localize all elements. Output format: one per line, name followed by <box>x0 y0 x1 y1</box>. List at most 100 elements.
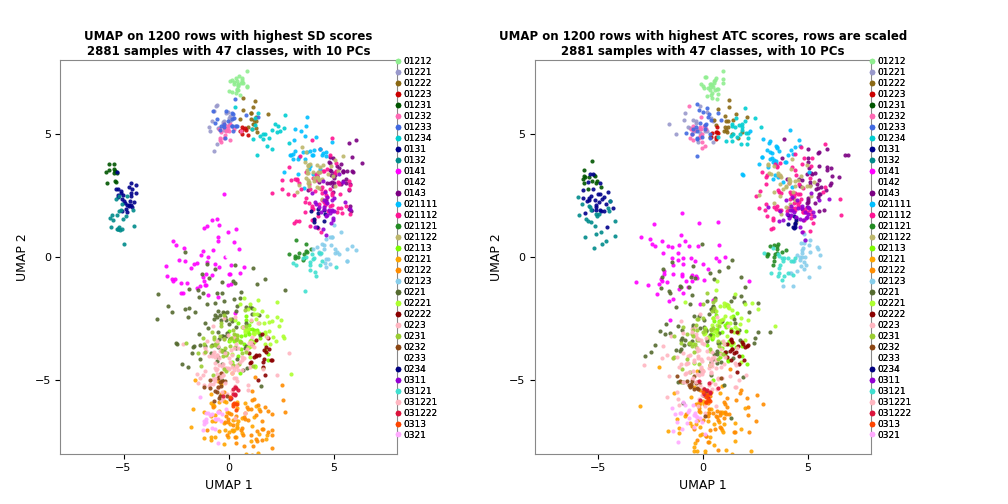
Point <box>651 280 667 288</box>
Point <box>802 181 818 189</box>
Point <box>585 170 601 178</box>
Point <box>225 114 241 122</box>
Point <box>770 217 786 225</box>
Point <box>206 315 222 323</box>
Point <box>701 409 717 417</box>
Point <box>227 261 243 269</box>
Point <box>683 130 700 138</box>
Point <box>781 175 797 183</box>
Point <box>709 347 725 355</box>
Point <box>789 205 805 213</box>
Point <box>222 420 238 428</box>
Point <box>703 80 719 88</box>
Point <box>225 109 241 117</box>
Point <box>735 126 751 134</box>
Point <box>801 241 817 249</box>
Point <box>244 125 260 134</box>
Point <box>123 192 139 200</box>
Point <box>228 433 244 442</box>
Point <box>703 330 719 338</box>
Point <box>681 406 698 414</box>
Point <box>302 261 319 269</box>
Point <box>224 358 240 366</box>
Point <box>765 199 781 207</box>
Point <box>707 307 723 315</box>
Point <box>307 198 324 206</box>
Point <box>221 377 237 386</box>
Point <box>811 176 828 184</box>
Point <box>706 314 722 323</box>
Point <box>330 167 346 175</box>
Point <box>787 219 803 227</box>
Point <box>260 334 276 342</box>
Point <box>215 118 231 127</box>
Point <box>678 419 695 427</box>
Point <box>776 272 792 280</box>
Point <box>226 337 242 345</box>
Point <box>709 312 725 321</box>
Point <box>724 256 740 264</box>
Point <box>240 328 256 336</box>
Point <box>238 302 254 310</box>
Point <box>233 345 249 353</box>
Point <box>227 390 243 398</box>
Point <box>173 359 190 367</box>
Point <box>247 121 263 129</box>
Point <box>749 392 765 400</box>
Point <box>232 72 248 80</box>
Point <box>249 309 265 318</box>
Point <box>206 335 222 343</box>
Point <box>687 439 704 448</box>
Point <box>293 127 309 135</box>
Point <box>710 123 726 132</box>
Point <box>214 278 230 286</box>
Point <box>296 250 312 259</box>
Point <box>787 166 803 174</box>
Point <box>714 374 730 382</box>
Point <box>722 410 738 418</box>
Point <box>246 120 262 128</box>
Point <box>720 117 736 125</box>
Point <box>218 412 234 420</box>
Point <box>786 224 802 232</box>
Point <box>246 353 262 361</box>
Point <box>244 333 260 341</box>
Point <box>211 221 227 229</box>
Point <box>211 123 227 132</box>
Point <box>805 212 822 220</box>
Point <box>213 128 229 136</box>
Point <box>317 210 333 218</box>
Point <box>731 329 747 337</box>
Point <box>269 128 285 136</box>
Point <box>718 117 734 125</box>
Point <box>109 168 125 176</box>
Point <box>216 309 232 318</box>
Point <box>796 258 812 266</box>
Y-axis label: UMAP 2: UMAP 2 <box>490 233 503 281</box>
Point <box>679 359 696 367</box>
Point <box>724 338 740 346</box>
Point <box>218 379 234 387</box>
Point <box>783 269 799 277</box>
Point <box>229 86 245 94</box>
Point <box>738 327 754 335</box>
Point <box>714 426 730 434</box>
Point <box>653 275 669 283</box>
Point <box>770 272 786 280</box>
Point <box>206 401 222 409</box>
Point <box>199 258 215 266</box>
Point <box>179 312 196 321</box>
Point <box>186 342 203 350</box>
Point <box>226 373 242 382</box>
Point <box>246 338 262 346</box>
Point <box>216 297 232 305</box>
Point <box>175 289 192 297</box>
Point <box>782 191 798 199</box>
Point <box>216 123 232 131</box>
Point <box>250 113 266 121</box>
Point <box>654 237 670 245</box>
Point <box>228 336 244 344</box>
Point <box>301 222 318 230</box>
Point <box>687 340 704 348</box>
Point <box>235 323 251 331</box>
